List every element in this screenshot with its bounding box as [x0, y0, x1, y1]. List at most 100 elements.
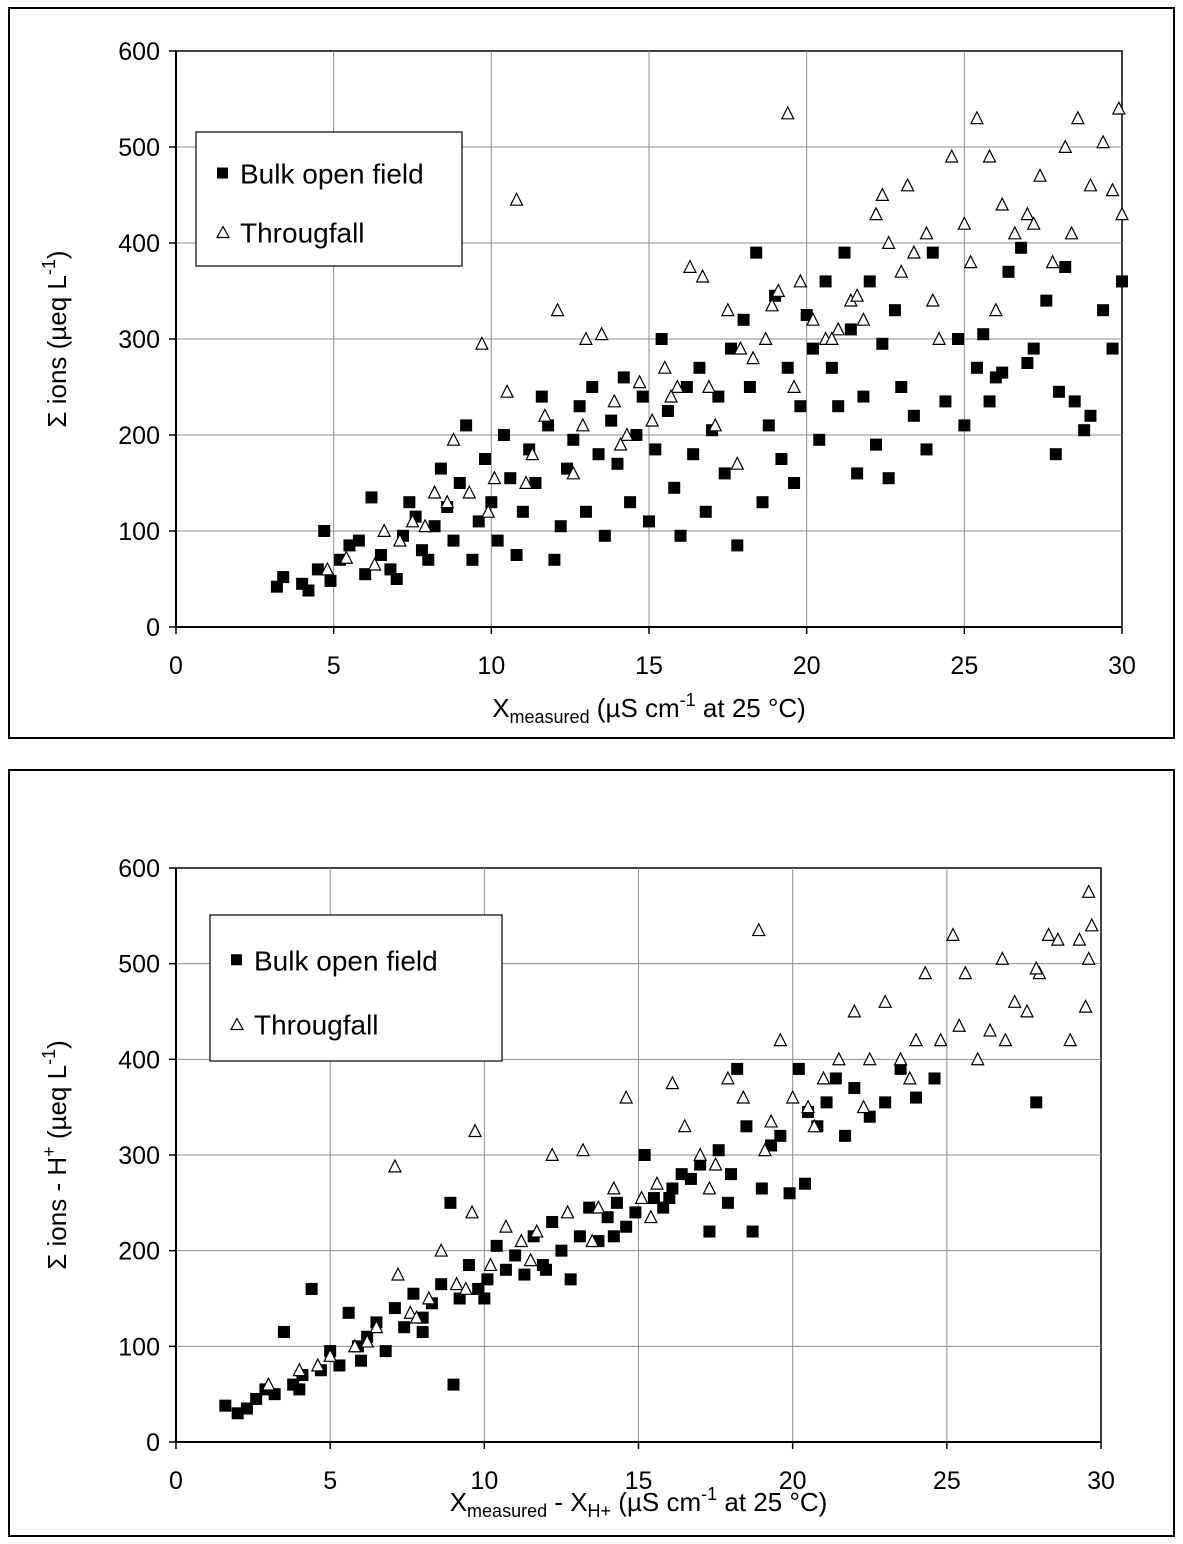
data-point-square — [666, 1182, 679, 1195]
data-point-triangle — [483, 1257, 498, 1272]
data-point-triangle — [500, 384, 515, 398]
data-point-triangle — [856, 1099, 871, 1114]
x-tick-label: 0 — [169, 1467, 183, 1495]
legend-marker-triangle — [229, 1017, 245, 1031]
data-point-square — [731, 1062, 744, 1075]
data-point-square — [540, 1263, 552, 1276]
data-point-square — [1040, 294, 1053, 307]
data-point-triangle — [780, 105, 795, 120]
data-point-triangle — [369, 1319, 384, 1334]
data-point-square — [863, 275, 876, 288]
data-point-triangle — [720, 1070, 735, 1085]
data-point-square — [586, 381, 599, 393]
data-point-triangle — [878, 994, 893, 1008]
chart-panel-top: 0 100 200 300 400 500 600 0 5 10 15 20 25 30 Bulk open… — [8, 7, 1175, 739]
data-point-square — [554, 520, 567, 533]
data-point-triangle — [773, 1032, 788, 1047]
data-point-square — [661, 405, 674, 417]
data-point-triangle — [607, 393, 622, 408]
data-point-square — [355, 1354, 367, 1367]
data-point-triangle — [850, 288, 865, 302]
data-point-square — [324, 574, 337, 587]
data-point-triangle — [377, 523, 392, 538]
data-point-square — [579, 505, 592, 518]
data-point-square — [680, 381, 693, 393]
data-point-triangle — [650, 1175, 664, 1190]
data-point-square — [895, 381, 908, 393]
data-point-square — [731, 539, 744, 552]
data-point-triangle — [746, 350, 761, 365]
data-point-triangle — [998, 1032, 1013, 1047]
series-througfall — [320, 100, 1129, 576]
data-point-square — [638, 1149, 651, 1161]
data-point-triangle — [1045, 254, 1060, 269]
data-point-triangle — [529, 1223, 544, 1238]
data-point-triangle — [1020, 206, 1035, 221]
y-tick-label: 300 — [118, 1142, 160, 1170]
data-point-triangle — [902, 1070, 917, 1085]
data-point-square — [611, 457, 624, 470]
data-point-square — [311, 563, 324, 576]
data-point-square — [409, 510, 422, 523]
data-point-square — [687, 448, 700, 461]
data-point-triangle — [474, 336, 489, 350]
data-point-triangle — [487, 470, 502, 485]
data-point-square — [388, 1302, 401, 1315]
data-point-triangle — [758, 331, 773, 345]
data-point-triangle — [946, 927, 960, 941]
data-point-square — [788, 477, 801, 489]
data-point-triangle — [969, 110, 984, 125]
data-point-triangle — [793, 273, 808, 288]
x-tick-label: 15 — [625, 1467, 653, 1495]
data-point-square — [403, 496, 416, 509]
data-point-triangle — [575, 417, 590, 432]
data-point-triangle — [537, 408, 552, 422]
data-point-square — [806, 342, 819, 355]
data-point-square — [620, 1220, 633, 1233]
data-point-square — [838, 246, 851, 259]
data-point-triangle — [525, 446, 540, 461]
data-point-triangle — [1096, 134, 1111, 149]
data-point-triangle — [702, 1180, 717, 1195]
data-point-square — [800, 309, 813, 321]
data-point-square — [277, 571, 290, 584]
data-point-square — [460, 419, 473, 432]
data-point-square — [546, 1215, 559, 1228]
data-point-square — [958, 419, 971, 432]
data-point-triangle — [409, 1309, 424, 1324]
data-point-square — [977, 328, 990, 341]
data-point-triangle — [1041, 927, 1056, 941]
data-point-square — [479, 453, 492, 465]
data-point-triangle — [509, 192, 524, 206]
data-point-square — [851, 467, 864, 480]
data-point-square — [548, 553, 561, 566]
data-point-triangle — [957, 216, 972, 230]
data-point-triangle — [665, 1075, 680, 1090]
x-tick-label: 30 — [1108, 652, 1136, 680]
chart-panel-bottom: 0 100 200 300 400 500 600 0 5 10 15 20 25 30 Bulk open… — [8, 769, 1175, 1537]
x-tick-label: 0 — [169, 652, 183, 680]
data-point-square — [1078, 424, 1091, 437]
data-point-square — [434, 462, 447, 475]
data-point-square — [668, 481, 681, 494]
data-point-triangle — [771, 283, 786, 297]
data-point-square — [428, 520, 441, 533]
data-point-triangle — [619, 1089, 634, 1104]
series-bulk-open-field — [270, 241, 1128, 597]
data-point-square — [305, 1282, 318, 1295]
data-point-square — [857, 390, 870, 403]
data-point-square — [453, 1292, 466, 1305]
data-point-triangle — [944, 148, 959, 163]
data-point-square — [318, 525, 331, 537]
data-point-square — [703, 1225, 716, 1238]
data-point-square — [466, 553, 479, 566]
data-point-triangle — [893, 1051, 908, 1066]
data-point-triangle — [909, 1032, 923, 1047]
data-point-triangle — [787, 379, 802, 393]
data-point-triangle — [434, 1242, 449, 1257]
data-point-triangle — [875, 187, 890, 201]
data-point-triangle — [339, 550, 354, 564]
y-tick-label: 100 — [118, 1333, 160, 1361]
data-point-triangle — [391, 1266, 405, 1281]
data-point-triangle — [952, 1018, 967, 1032]
